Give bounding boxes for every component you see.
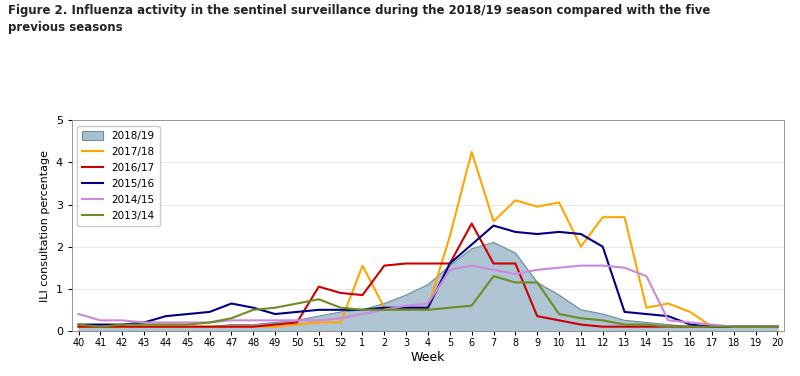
Legend: 2018/19, 2017/18, 2016/17, 2015/16, 2014/15, 2013/14: 2018/19, 2017/18, 2016/17, 2015/16, 2014…	[78, 126, 160, 226]
Y-axis label: ILI consultation percentage: ILI consultation percentage	[40, 150, 50, 302]
X-axis label: Week: Week	[411, 350, 445, 364]
Text: Figure 2. Influenza activity in the sentinel surveillance during the 2018/19 sea: Figure 2. Influenza activity in the sent…	[8, 4, 710, 34]
